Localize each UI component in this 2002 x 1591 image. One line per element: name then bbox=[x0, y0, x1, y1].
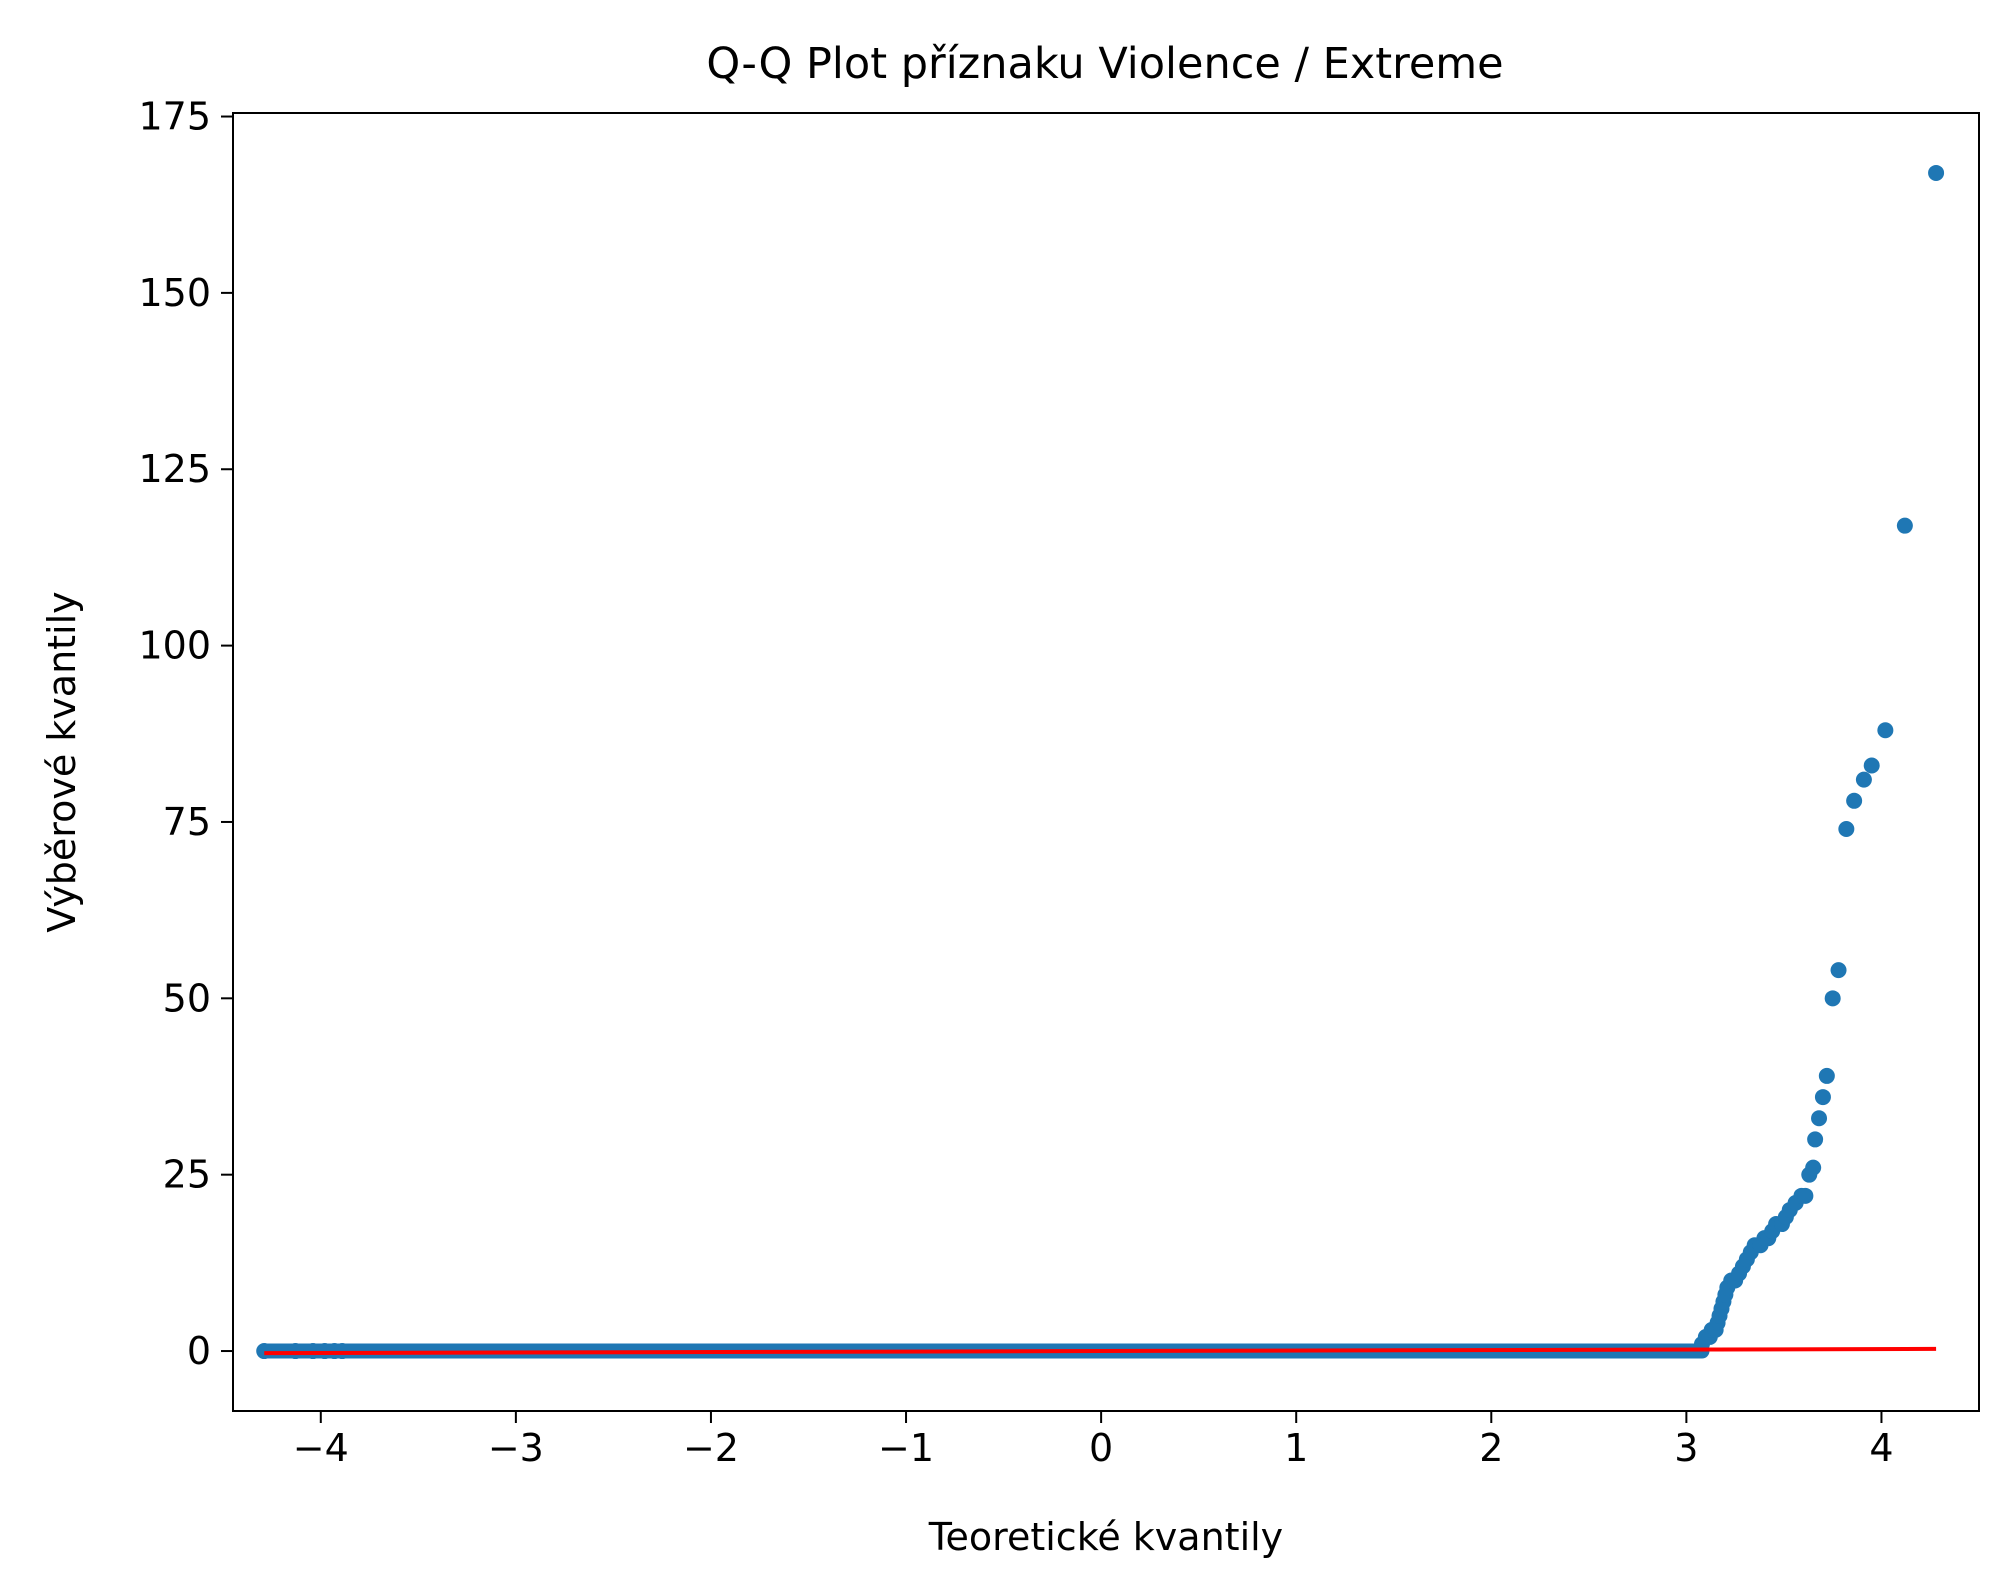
data-point bbox=[1811, 1110, 1828, 1127]
x-tick-label: 0 bbox=[1089, 1426, 1113, 1470]
y-tick-label: 50 bbox=[163, 976, 211, 1020]
data-point bbox=[1846, 792, 1863, 809]
data-point bbox=[1896, 517, 1913, 534]
data-point bbox=[1818, 1067, 1835, 1084]
y-tick-label: 175 bbox=[138, 95, 211, 139]
x-axis-label: Teoretické kvantily bbox=[928, 1515, 1283, 1559]
data-point bbox=[1797, 1187, 1814, 1204]
data-point bbox=[1824, 990, 1841, 1007]
x-tick-label: 2 bbox=[1479, 1426, 1503, 1470]
axes-frame bbox=[232, 112, 1980, 1412]
x-tick-label: −4 bbox=[293, 1426, 349, 1470]
y-tick-label: 75 bbox=[163, 800, 211, 844]
x-tick-label: −1 bbox=[878, 1426, 934, 1470]
x-tick-label: −2 bbox=[683, 1426, 739, 1470]
x-tick-label: 1 bbox=[1284, 1426, 1308, 1470]
x-axis-ticks: −4 −3 −2 −1 0 1 2 3 4 bbox=[293, 1411, 1894, 1470]
plot-area: −4 −3 −2 −1 0 1 2 3 4 0 25 50 75 100 125 150 175 bbox=[138, 95, 1980, 1470]
data-point bbox=[1877, 722, 1894, 739]
data-point bbox=[1807, 1131, 1824, 1148]
data-point bbox=[1928, 164, 1945, 181]
y-axis-ticks: 0 25 50 75 100 125 150 175 bbox=[138, 95, 233, 1373]
y-tick-label: 150 bbox=[138, 271, 211, 315]
chart-title: Q-Q Plot příznaku Violence / Extreme bbox=[706, 39, 1503, 89]
data-point bbox=[287, 1343, 304, 1360]
data-point bbox=[1863, 757, 1880, 774]
data-point bbox=[1830, 962, 1847, 979]
data-point bbox=[1805, 1159, 1822, 1176]
fit-line-group bbox=[264, 1346, 1937, 1356]
fit-line bbox=[264, 1346, 1937, 1356]
y-axis-label: Výběrové kvantily bbox=[40, 591, 84, 932]
x-tick-label: −3 bbox=[488, 1426, 544, 1470]
data-point bbox=[1855, 771, 1872, 788]
y-tick-label: 0 bbox=[187, 1329, 211, 1373]
y-tick-label: 100 bbox=[138, 624, 211, 668]
data-point bbox=[1838, 821, 1855, 838]
x-tick-label: 3 bbox=[1674, 1426, 1698, 1470]
x-tick-label: 4 bbox=[1869, 1426, 1893, 1470]
y-tick-label: 25 bbox=[163, 1153, 211, 1197]
data-point bbox=[256, 1343, 273, 1360]
y-tick-label: 125 bbox=[138, 447, 211, 491]
data-point bbox=[1814, 1089, 1831, 1106]
